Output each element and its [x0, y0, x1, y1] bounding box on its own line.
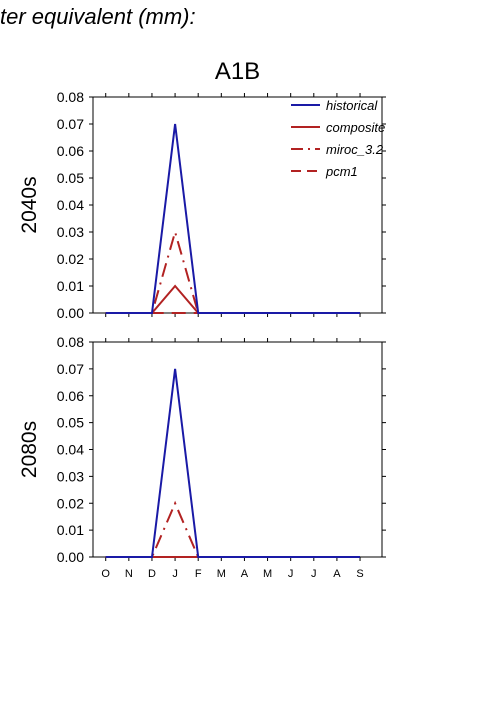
y-tick-label: 0.05 [57, 415, 84, 431]
row-label: 2080s [18, 421, 41, 478]
y-tick-label: 0.00 [57, 305, 84, 321]
series-line-miroc-3-2 [105, 500, 360, 558]
y-tick-label: 0.06 [57, 143, 84, 159]
y-tick-label: 0.00 [57, 549, 84, 565]
legend-label: miroc_3.2 [326, 142, 384, 157]
y-tick-label: 0.07 [57, 361, 84, 377]
series-line-historical [105, 368, 360, 558]
x-tick-label: J [172, 568, 178, 580]
series-line-composite [105, 284, 360, 314]
y-tick-label: 0.08 [57, 334, 84, 350]
y-tick-label: 0.07 [57, 116, 84, 132]
y-tick-label: 0.02 [57, 495, 84, 511]
legend-label: historical [326, 98, 378, 113]
figure-title: ter equivalent (mm): [0, 4, 196, 29]
y-tick-label: 0.03 [57, 468, 84, 484]
x-tick-label: M [263, 568, 272, 580]
y-tick-label: 0.01 [57, 278, 84, 294]
x-tick-label: J [311, 568, 317, 580]
x-tick-label: A [333, 568, 341, 580]
plot-frame [92, 341, 383, 558]
legend-label: composite [326, 120, 385, 135]
y-tick-label: 0.03 [57, 224, 84, 240]
x-tick-label: O [101, 568, 110, 580]
x-tick-label: D [148, 568, 156, 580]
x-tick-label: A [241, 568, 249, 580]
y-tick-label: 0.04 [57, 197, 84, 213]
y-tick-label: 0.05 [57, 170, 84, 186]
y-tick-label: 0.01 [57, 522, 84, 538]
legend-label: pcm1 [325, 164, 358, 179]
x-tick-label: J [288, 568, 294, 580]
y-tick-label: 0.02 [57, 251, 84, 267]
series-line-historical [105, 123, 360, 314]
row-label: 2040s [18, 176, 41, 233]
y-tick-label: 0.08 [57, 89, 84, 105]
series-line-miroc-3-2 [105, 228, 360, 314]
x-tick-label: F [195, 568, 202, 580]
x-tick-label: M [217, 568, 226, 580]
y-tick-label: 0.04 [57, 442, 84, 458]
x-tick-label: N [125, 568, 133, 580]
y-tick-label: 0.06 [57, 388, 84, 404]
scenario-title: A1B [214, 58, 261, 85]
x-tick-label: S [356, 568, 363, 580]
